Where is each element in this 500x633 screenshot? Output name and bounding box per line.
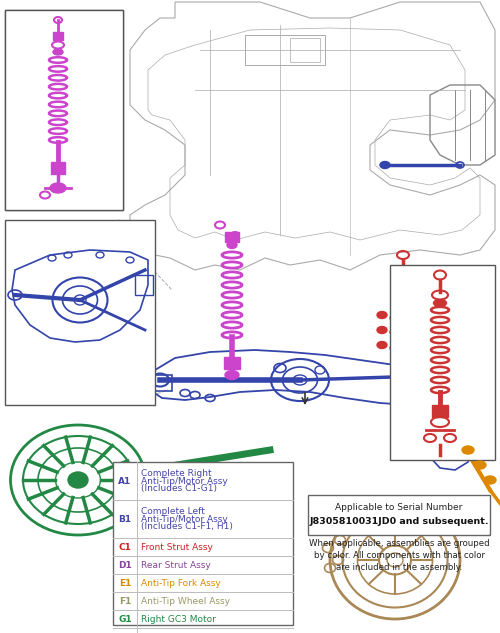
Ellipse shape: [50, 183, 66, 193]
Ellipse shape: [227, 242, 237, 249]
Bar: [113, 462, 293, 625]
Bar: [224, 357, 240, 369]
Bar: [225, 232, 239, 242]
Text: J8305810031JD0 and subsequent.: J8305810031JD0 and subsequent.: [309, 517, 489, 525]
Ellipse shape: [377, 311, 387, 318]
Ellipse shape: [474, 461, 486, 469]
Bar: [290, 38, 320, 62]
Ellipse shape: [380, 161, 390, 168]
Bar: [245, 35, 325, 65]
Ellipse shape: [396, 396, 410, 404]
Text: Applicable to Serial Number: Applicable to Serial Number: [336, 503, 462, 511]
Text: Front Strut Assy: Front Strut Assy: [141, 542, 213, 551]
Text: E1: E1: [119, 579, 131, 587]
Ellipse shape: [390, 315, 400, 322]
Ellipse shape: [390, 329, 400, 335]
Text: (Includes C1-F1, H1): (Includes C1-F1, H1): [141, 522, 233, 530]
Bar: [135, 275, 153, 295]
Text: Right GC3 Motor: Right GC3 Motor: [141, 615, 216, 624]
Text: A1: A1: [118, 477, 132, 486]
Bar: [152, 375, 172, 391]
Ellipse shape: [346, 509, 364, 521]
Text: G1: G1: [118, 615, 132, 624]
Text: Anti-Tip/Motor Assy: Anti-Tip/Motor Assy: [141, 515, 228, 523]
Bar: [5, 220, 155, 405]
Ellipse shape: [377, 341, 387, 349]
Bar: [308, 495, 490, 535]
Text: are included in the assembly.: are included in the assembly.: [336, 563, 462, 572]
Ellipse shape: [434, 299, 446, 306]
Ellipse shape: [484, 476, 496, 484]
Ellipse shape: [462, 446, 474, 454]
Bar: [53, 32, 63, 40]
Bar: [51, 162, 65, 174]
Text: Anti-Tip Fork Assy: Anti-Tip Fork Assy: [141, 579, 221, 587]
Bar: [432, 405, 448, 417]
Text: C1: C1: [118, 542, 132, 551]
Text: Rear Strut Assy: Rear Strut Assy: [141, 560, 211, 570]
Bar: [390, 265, 495, 460]
Text: F1: F1: [119, 596, 131, 606]
Ellipse shape: [390, 344, 400, 351]
Ellipse shape: [394, 518, 406, 526]
Text: Anti-Tip/Motor Assy: Anti-Tip/Motor Assy: [141, 477, 228, 486]
Text: D1: D1: [118, 560, 132, 570]
Bar: [395, 385, 411, 397]
Bar: [396, 272, 410, 284]
Ellipse shape: [381, 510, 395, 520]
Ellipse shape: [68, 472, 88, 488]
Bar: [118, 502, 146, 522]
Text: B1: B1: [118, 515, 132, 523]
Bar: [5, 10, 123, 210]
Ellipse shape: [225, 370, 239, 380]
Ellipse shape: [53, 49, 63, 55]
Text: Complete Left: Complete Left: [141, 508, 205, 517]
Text: (Includes C1-G1): (Includes C1-G1): [141, 484, 217, 492]
Text: Complete Right: Complete Right: [141, 470, 212, 479]
Text: Anti-Tip Wheel Assy: Anti-Tip Wheel Assy: [141, 596, 230, 606]
Bar: [5, 10, 123, 210]
Text: by color. All components with that color: by color. All components with that color: [314, 551, 484, 560]
Ellipse shape: [377, 327, 387, 334]
Text: When applicable, assemblies are grouped: When applicable, assemblies are grouped: [308, 539, 490, 548]
